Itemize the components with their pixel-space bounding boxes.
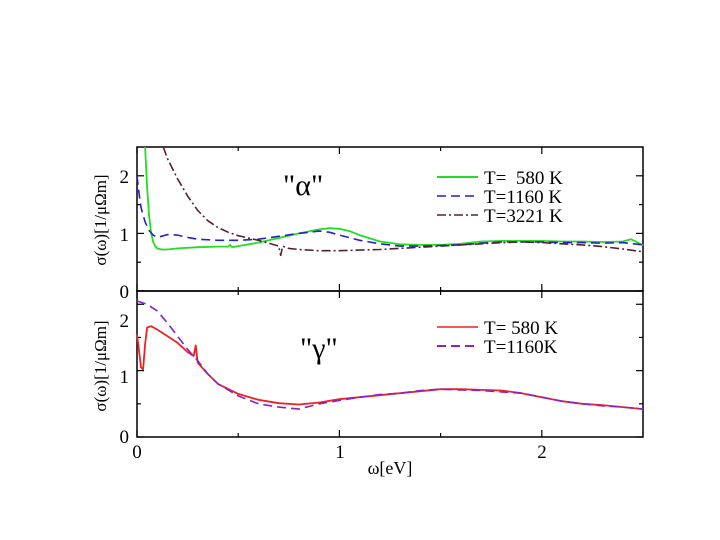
legend-label: T= 580 K (484, 318, 558, 339)
y-axis-label: σ(ω)[1/μΩm] (91, 174, 110, 265)
y-tick-label: 0 (120, 427, 130, 448)
legend: T= 580 K T=1160 K T=3221 K (437, 168, 563, 227)
legend-label: T= 580 K (484, 168, 563, 189)
plot-frame (136, 146, 644, 292)
legend-label: T=1160 K (484, 187, 562, 208)
y-tick-label: 2 (120, 311, 130, 332)
series-line-1 (136, 175, 644, 247)
y-tick-label: 1 (120, 367, 130, 388)
legend-label: T=1160K (484, 337, 558, 358)
y-tick-labels: 0 1 2 (120, 311, 130, 448)
panel-gamma: 0 1 2 0 1 2 σ(ω)[1/μΩm] ω[eV] "γ" T= 580… (91, 290, 644, 478)
series-layer (136, 146, 644, 257)
tick-marks (136, 291, 643, 438)
y-tick-label: 1 (120, 225, 130, 246)
panel-alpha: 0 1 2 σ(ω)[1/μΩm] "α" T= 580 K T=1160 K … (91, 146, 644, 303)
series-line-1 (136, 300, 644, 410)
x-tick-label: 1 (335, 442, 345, 463)
legend: T= 580 K T=1160K (437, 318, 558, 358)
y-tick-labels: 0 1 2 (120, 167, 130, 303)
x-tick-label: 2 (537, 442, 547, 463)
x-tick-labels: 0 1 2 (132, 442, 547, 463)
x-tick-label: 0 (132, 442, 142, 463)
x-axis-label: ω[eV] (368, 458, 413, 478)
series-layer (136, 300, 644, 410)
panel-label-alpha: "α" (283, 169, 323, 202)
y-tick-label: 0 (120, 282, 130, 303)
plot-frame (136, 290, 644, 438)
y-axis-label: σ(ω)[1/μΩm] (91, 320, 110, 411)
tick-marks (136, 147, 643, 292)
series-line-0 (144, 146, 644, 251)
legend-label: T=3221 K (484, 206, 563, 227)
series-line-2 (162, 146, 644, 257)
series-line-0 (136, 325, 644, 410)
panel-label-gamma: "γ" (300, 332, 338, 365)
y-tick-label: 2 (120, 167, 130, 188)
